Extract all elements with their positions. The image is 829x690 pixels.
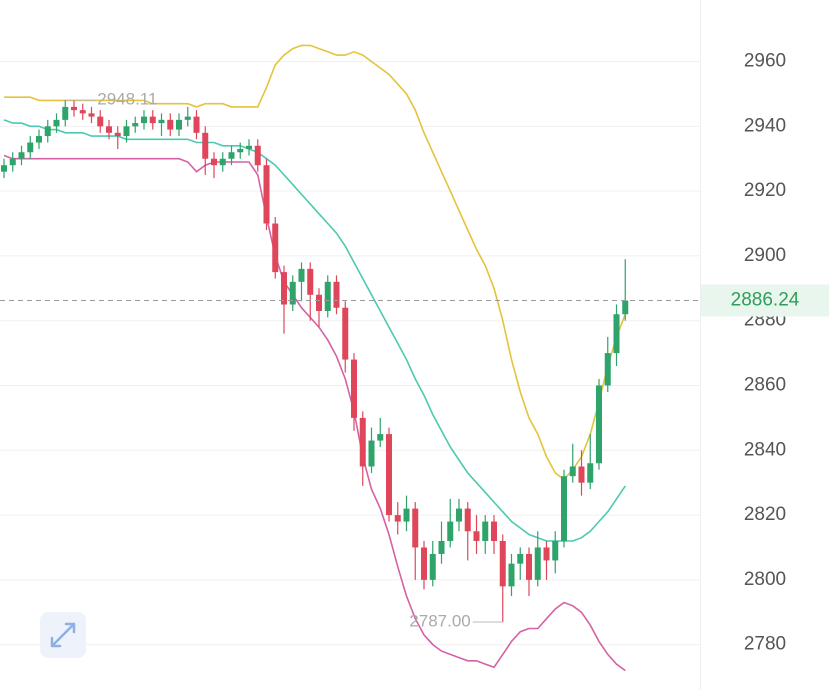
candle-body [114,132,121,137]
candle-body [281,272,287,305]
y-tick-label: 2900 [744,245,786,266]
last-price-box [701,284,829,317]
candle-body [202,132,209,159]
candle-body [36,136,42,143]
candle-body [622,300,629,315]
candle-body [534,547,541,580]
candle-body [316,294,322,311]
candle-body [79,110,86,114]
candle-body [62,106,69,120]
candle-body [298,268,305,282]
candle-body [71,106,77,111]
candle-body [482,521,489,541]
y-tick-label: 2840 [744,439,786,460]
candle-body [578,466,585,483]
candle-body [473,531,480,541]
candle-body [272,223,279,273]
candle-body [351,359,357,418]
candle-body [246,145,252,150]
candle-body [491,521,497,541]
candle-body [561,476,567,541]
candle-body [508,563,515,587]
candle-body [543,547,550,561]
candle-body [44,126,51,137]
candle-body [324,281,331,311]
candle-body [429,553,436,580]
candle-body [386,434,392,516]
candle-body [526,553,532,580]
candle-body [289,281,296,305]
candle-body [307,268,314,295]
annotation-label: 2948.11 [97,90,157,109]
y-tick-label: 2940 [744,115,786,136]
candle-body [211,158,217,166]
candle-body [193,116,200,133]
candle-body [27,142,34,153]
candle-body [167,119,174,130]
candle-body [219,158,226,166]
candle-body [53,119,60,127]
candle-body [499,540,506,587]
candle-body [359,417,366,467]
candle-body [604,353,611,386]
expand-icon[interactable] [50,622,76,648]
y-tick-label: 2780 [744,634,786,655]
candle-body [342,307,349,360]
candle-body [333,281,340,308]
candle-body [184,116,191,120]
candle-body [254,145,261,166]
candle-body [394,515,401,522]
candle-body [88,113,95,117]
candle-body [9,158,16,166]
y-tick-label: 2860 [744,375,786,396]
candle-body [403,508,410,522]
candle-body [438,540,445,554]
candle-body [552,540,559,561]
candle-body [613,314,620,354]
candle-body [97,116,104,127]
candle-body [368,440,375,467]
candle-body [412,508,419,548]
candle-body [263,165,270,224]
y-tick-label: 2920 [744,180,786,201]
y-tick-label: 2960 [744,51,786,72]
band-line [3,119,626,542]
annotation-label: 2787.00 [409,611,470,630]
expand-button[interactable] [40,612,86,658]
band-line [3,154,626,672]
y-tick-label: 2800 [744,569,786,590]
last-price-label: 2886.24 [731,290,800,311]
candle-body [18,152,25,159]
candle-body [149,116,156,124]
band-line [4,44,627,481]
candle-body [123,126,130,137]
candle-body [228,152,235,159]
candle-body [596,385,602,464]
candle-body [421,547,427,580]
candle-body [377,434,384,441]
candle-body [106,126,112,133]
candle-body [176,119,182,130]
candle-body [569,466,576,477]
candle-body [141,116,147,124]
candle-body [132,123,139,127]
candle-body [158,119,165,124]
candle-body [464,508,471,532]
candle-body [447,521,454,541]
candle-body [587,463,594,483]
candle-body [517,553,524,564]
y-tick-label: 2820 [744,504,786,525]
candle-body [456,508,462,522]
candle-body [1,165,7,172]
candle-body [237,149,244,153]
